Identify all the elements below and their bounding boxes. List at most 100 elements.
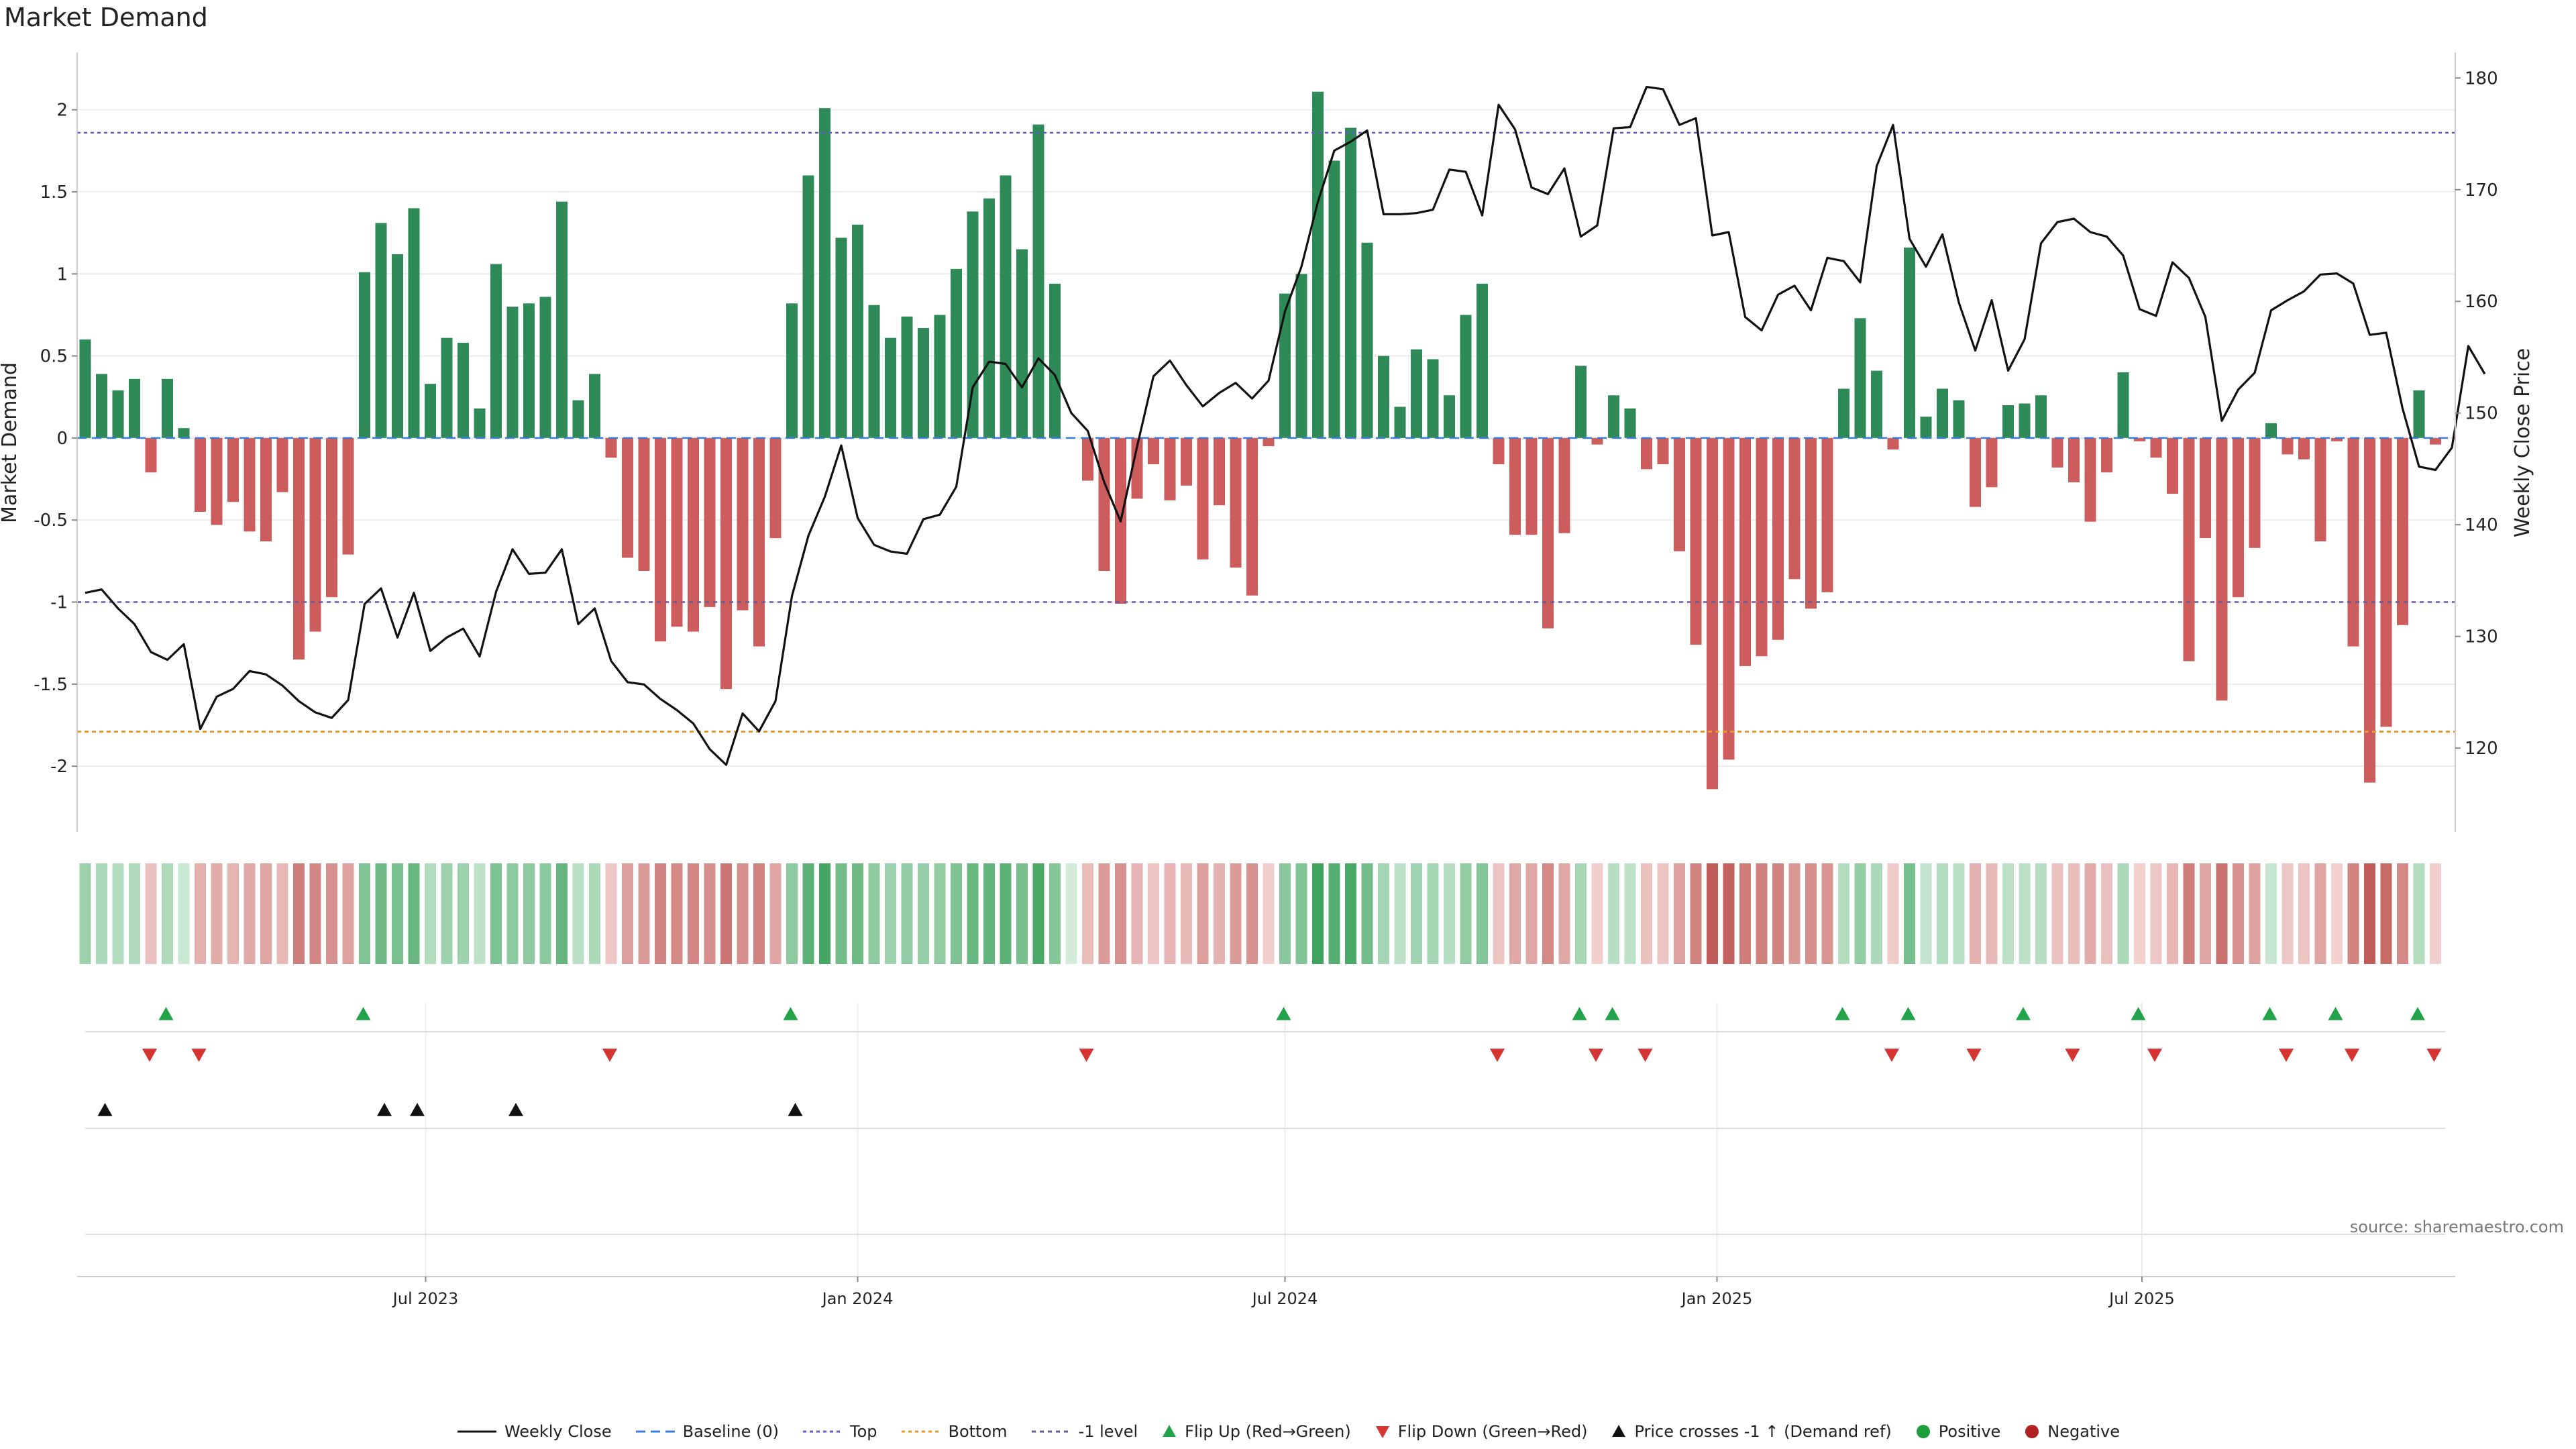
heat-cell [1427, 863, 1439, 964]
heat-cell [1394, 863, 1406, 964]
demand-bar [951, 268, 962, 438]
heat-cell [2413, 863, 2425, 964]
heat-cell [1591, 863, 1603, 964]
level-lines [77, 131, 2455, 733]
demand-bar [2200, 437, 2211, 539]
flip-up-marker [2262, 1007, 2277, 1020]
demand-bar [1739, 437, 1751, 666]
demand-bar [1821, 437, 1833, 592]
flip-down-marker [1966, 1049, 1982, 1062]
demand-bar [178, 428, 190, 438]
heat-cell [2380, 863, 2392, 964]
y-tick-label: -1.5 [34, 675, 68, 695]
demand-bar [2216, 437, 2228, 701]
heat-cell [474, 863, 486, 964]
demand-bar [539, 297, 551, 438]
demand-bar [1345, 127, 1356, 438]
heat-cell [638, 863, 650, 964]
x-tick-label: Jul 2025 [2108, 1289, 2175, 1308]
heat-strip [79, 863, 2441, 964]
demand-bar [934, 315, 946, 438]
demand-bar [1970, 437, 1981, 507]
heat-cell [1444, 863, 1455, 964]
heat-cell [145, 863, 157, 964]
demand-bar [1854, 318, 1866, 438]
heat-cell [2117, 863, 2129, 964]
heat-cell [178, 863, 190, 964]
demand-bar [1016, 249, 1028, 438]
demand-bar [1032, 124, 1044, 438]
heat-cell [1065, 863, 1077, 964]
heat-cell [983, 863, 995, 964]
heat-cell [2298, 863, 2310, 964]
heat-cell [1032, 863, 1044, 964]
demand-bar [195, 437, 206, 512]
legend-item-close: Weekly Close [456, 1422, 612, 1441]
demand-bar [2347, 437, 2359, 647]
heat-cell [622, 863, 633, 964]
heat-cell [704, 863, 716, 964]
heat-cell [227, 863, 239, 964]
heat-cell [1525, 863, 1538, 964]
heat-cell [868, 863, 880, 964]
demand-bar [227, 437, 239, 502]
heat-cell [1986, 863, 1998, 964]
price-cross-marker [788, 1103, 803, 1116]
demand-bar [1690, 437, 1702, 645]
legend-label: Flip Up (Red→Green) [1185, 1422, 1351, 1441]
demand-bar [1575, 366, 1587, 438]
heat-cell [1608, 863, 1619, 964]
demand-bar [605, 437, 617, 458]
demand-bar [96, 374, 107, 438]
flip-down-marker [1638, 1049, 1653, 1062]
heat-cell [1263, 863, 1275, 964]
demand-bar [375, 223, 387, 438]
flip-up-marker [1605, 1007, 1620, 1020]
heat-cell [1657, 863, 1669, 964]
heat-cell [276, 863, 288, 964]
demand-bar [589, 374, 600, 438]
demand-bar [868, 305, 880, 438]
heat-cell [835, 863, 847, 964]
demand-bar [2282, 437, 2294, 455]
heat-cell [1871, 863, 1882, 964]
demand-bar [2413, 390, 2425, 438]
demand-bar [2380, 437, 2392, 727]
heat-cell [1674, 863, 1685, 964]
legend-swatch-pos-icon [1916, 1425, 1930, 1438]
heat-cell [1887, 863, 1899, 964]
legend-swatch-flipdown-icon [1375, 1426, 1389, 1438]
demand-bar [835, 237, 847, 438]
axes: 2 1.5 1 0.5 0 -0.5 -1 -1.5 -2 180 170 160 150 140 130 1… [34, 52, 2498, 1308]
demand-bar [622, 437, 633, 558]
demand-bar [2430, 437, 2441, 445]
price-cross-marker [410, 1103, 425, 1116]
y-tick-label: 2 [56, 101, 68, 121]
price-cross-marker [508, 1103, 523, 1116]
heat-cell [2150, 863, 2162, 964]
demand-bar [1378, 356, 1389, 438]
flip-up-marker [2131, 1007, 2146, 1020]
demand-bar [2314, 437, 2326, 542]
demand-bar [2150, 437, 2162, 458]
heat-cell [2233, 863, 2244, 964]
flip-up-marker [356, 1007, 371, 1020]
y-tick-label: -0.5 [34, 511, 68, 531]
demand-bar [2397, 437, 2408, 625]
demand-bar [967, 211, 979, 438]
demand-bar [145, 437, 157, 473]
heat-cell [1328, 863, 1340, 964]
demand-bar [425, 384, 436, 438]
heat-cell [244, 863, 256, 964]
heat-cell [375, 863, 387, 964]
heat-cell [2397, 863, 2408, 964]
legend-label: Flip Down (Green→Red) [1397, 1422, 1588, 1441]
legend-label: Negative [2047, 1422, 2121, 1441]
heat-cell [293, 863, 305, 964]
demand-bar [1805, 437, 1817, 609]
heat-cell [326, 863, 337, 964]
heat-cell [1460, 863, 1472, 964]
heat-cell [2364, 863, 2375, 964]
y2-tick-label: 150 [2465, 404, 2498, 424]
demand-bar [2364, 437, 2375, 783]
